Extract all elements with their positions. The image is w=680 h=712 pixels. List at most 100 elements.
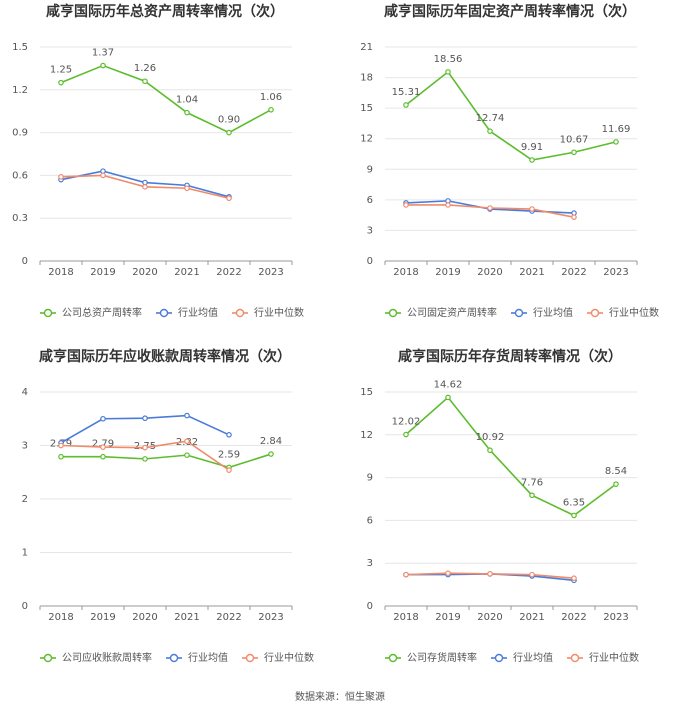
y-tick-label: 1: [22, 548, 28, 559]
legend-label: 公司总资产周转率: [62, 306, 142, 319]
y-tick-label: 3: [367, 558, 373, 569]
y-tick-label: 0.9: [12, 128, 28, 139]
data-label: 12.02: [392, 417, 421, 428]
x-tick-label: 2023: [258, 267, 283, 278]
data-point: [58, 442, 64, 449]
series-line: [405, 70, 617, 161]
legend-marker: [169, 653, 179, 663]
legend-marker: [388, 308, 398, 318]
data-label: 9.91: [521, 142, 543, 153]
data-point: [529, 492, 535, 499]
y-tick-label: 1.2: [12, 85, 28, 96]
x-tick-label: 2019: [435, 612, 460, 623]
chart-title: 咸亨国际历年应收账款周转率情况（次）: [39, 348, 291, 365]
y-tick-label: 15: [360, 103, 373, 114]
data-point: [58, 453, 64, 460]
legend-marker: [494, 653, 504, 663]
data-point: [487, 447, 493, 454]
y-tick-label: 3: [22, 441, 28, 452]
data-label: 6.35: [563, 497, 585, 508]
data-point: [445, 69, 451, 75]
data-point: [487, 571, 493, 577]
data-point: [184, 438, 190, 445]
data-label: 10.67: [560, 134, 589, 145]
data-label: 15.31: [392, 87, 421, 98]
y-tick-label: 18: [360, 73, 373, 84]
data-point: [184, 185, 190, 192]
legend-label: 行业均值: [178, 306, 218, 319]
legend-marker: [590, 308, 600, 318]
data-point: [100, 172, 106, 179]
data-point: [403, 431, 409, 438]
y-tick-label: 2: [22, 494, 28, 505]
y-tick-label: 0.6: [12, 170, 28, 181]
data-point: [403, 102, 409, 108]
data-label: 12.74: [476, 113, 505, 124]
data-point: [445, 570, 451, 576]
x-tick-label: 2018: [48, 267, 73, 278]
data-point: [487, 205, 493, 211]
data-point: [142, 184, 148, 190]
x-tick-label: 2022: [561, 612, 586, 623]
data-label: 2.84: [260, 436, 282, 447]
x-tick-label: 2019: [90, 612, 115, 623]
data-point: [529, 571, 535, 578]
series-line: [60, 64, 272, 134]
data-point: [58, 174, 64, 180]
y-tick-label: 12: [360, 430, 373, 441]
data-label: 1.37: [92, 48, 114, 59]
data-point: [445, 394, 451, 401]
x-tick-label: 2021: [519, 612, 544, 623]
y-tick-label: 3: [367, 225, 373, 236]
x-tick-label: 2020: [477, 612, 502, 623]
series-line: [405, 396, 617, 517]
x-tick-label: 2023: [603, 612, 628, 623]
data-label: 10.92: [476, 432, 505, 443]
y-tick-label: 15: [360, 387, 373, 398]
data-label: 11.69: [602, 124, 631, 135]
data-point: [100, 62, 106, 69]
data-point: [142, 78, 148, 85]
data-point: [226, 129, 232, 136]
chart-title: 咸亨国际历年存货周转率情况（次）: [398, 348, 622, 365]
data-label: 14.62: [434, 379, 463, 390]
data-point: [184, 109, 190, 116]
legend-marker: [514, 308, 524, 318]
data-point: [184, 412, 190, 419]
data-point: [142, 415, 148, 422]
data-label: 0.90: [218, 115, 240, 126]
chart-title: 咸亨国际历年总资产周转率情况（次）: [46, 3, 284, 20]
legend-marker: [159, 308, 169, 318]
legend-label: 行业均值: [533, 306, 573, 319]
legend-label: 公司固定资产周转率: [407, 306, 497, 319]
y-tick-label: 0: [367, 256, 373, 267]
data-point: [268, 451, 274, 457]
data-label: 7.76: [521, 477, 543, 488]
data-point: [268, 106, 274, 113]
data-point: [571, 214, 577, 220]
x-tick-label: 2020: [132, 267, 157, 278]
x-tick-label: 2019: [435, 267, 460, 278]
data-label: 18.56: [434, 54, 463, 65]
legend-marker: [245, 653, 255, 663]
data-point: [445, 202, 451, 208]
data-point: [487, 128, 493, 134]
legend-marker: [388, 653, 398, 663]
y-tick-label: 12: [360, 134, 373, 145]
y-tick-label: 0: [22, 601, 28, 612]
series-line: [61, 453, 272, 469]
data-point: [529, 206, 535, 212]
legend-marker: [235, 308, 245, 318]
x-tick-label: 2023: [603, 267, 628, 278]
x-tick-label: 2018: [48, 612, 73, 623]
legend-label: 行业中位数: [254, 306, 304, 319]
data-label: 2.59: [218, 449, 240, 460]
source-note: 数据来源：恒生聚源: [295, 690, 385, 703]
y-tick-label: 0: [22, 256, 28, 267]
data-point: [571, 149, 577, 156]
data-point: [142, 456, 148, 462]
data-point: [613, 481, 619, 487]
data-point: [142, 444, 148, 451]
data-point: [100, 444, 106, 450]
legend-marker: [43, 308, 53, 318]
